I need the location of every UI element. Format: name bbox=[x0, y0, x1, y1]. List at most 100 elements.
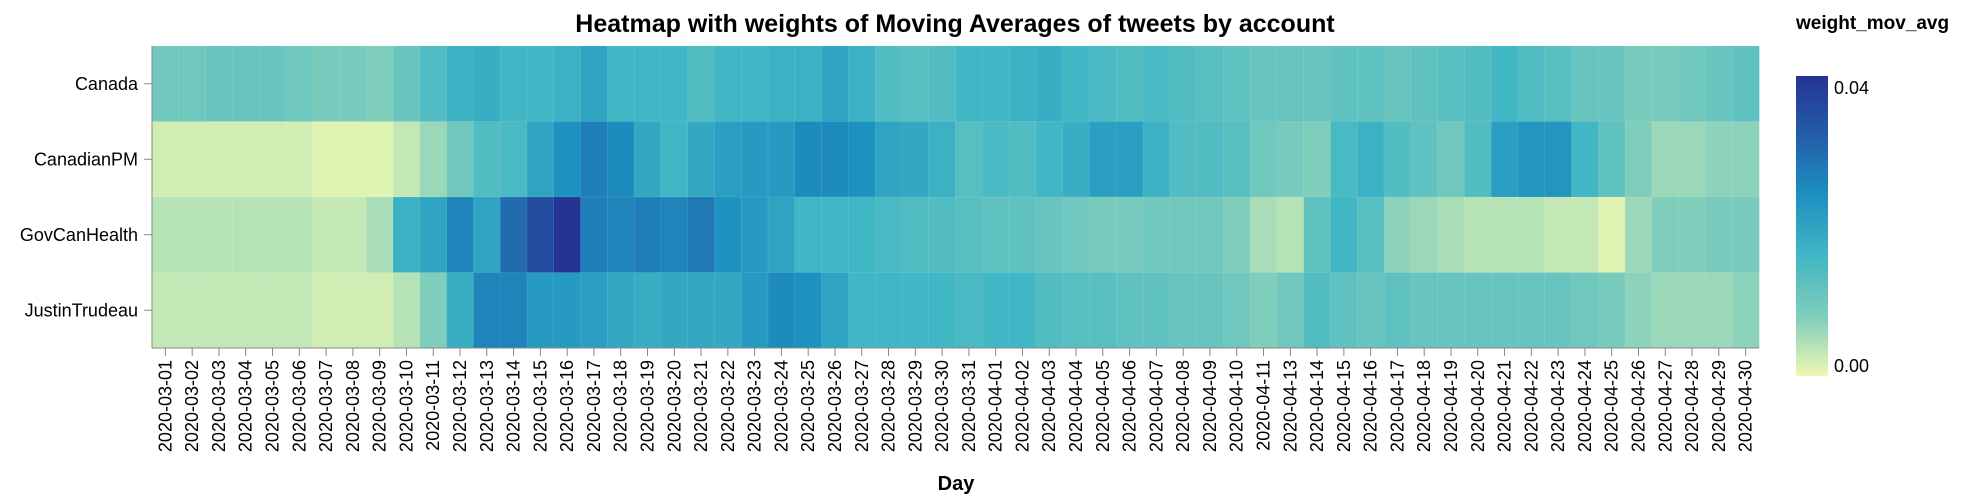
heatmap-cell bbox=[1249, 272, 1278, 349]
heatmap-cell bbox=[1383, 196, 1412, 274]
heatmap-cell bbox=[1357, 45, 1385, 123]
heatmap-cell bbox=[874, 196, 903, 274]
heatmap-cell bbox=[1008, 121, 1037, 198]
heatmap-cell bbox=[714, 196, 742, 274]
heatmap-cell bbox=[1464, 196, 1492, 274]
heatmap-cell bbox=[1383, 272, 1412, 349]
heatmap-cell bbox=[1115, 121, 1144, 198]
heatmap-cell bbox=[1571, 121, 1599, 198]
heatmap-cell bbox=[767, 272, 796, 349]
heatmap-cell bbox=[1169, 272, 1198, 349]
heatmap-cell bbox=[1598, 45, 1626, 123]
x-axis: 2020-03-01 2020-03-02 2020-03-03 2020-03-04… bbox=[152, 347, 1759, 452]
heatmap-cell bbox=[740, 121, 769, 198]
heatmap-cell bbox=[419, 45, 448, 123]
y-tick-label: JustinTrudeau bbox=[25, 300, 138, 320]
heatmap-cell bbox=[1651, 196, 1680, 274]
x-tick-label: 2020-04-21 bbox=[1495, 360, 1515, 452]
heatmap-cell bbox=[1142, 272, 1171, 349]
heatmap-cell bbox=[1330, 196, 1358, 274]
x-tick-label: 2020-04-23 bbox=[1548, 360, 1568, 452]
heatmap-cell bbox=[1035, 121, 1064, 198]
heatmap-cell bbox=[1544, 45, 1573, 123]
heatmap-cell bbox=[1062, 272, 1091, 349]
heatmap-cell bbox=[258, 45, 287, 123]
heatmap-cell bbox=[1437, 196, 1466, 274]
x-tick-label: 2020-04-28 bbox=[1682, 360, 1702, 452]
heatmap-cell bbox=[1490, 272, 1519, 349]
heatmap-cell bbox=[1276, 45, 1305, 123]
heatmap-cell bbox=[928, 196, 957, 274]
heatmap-cell bbox=[366, 121, 394, 198]
heatmap-cell bbox=[1651, 121, 1680, 198]
x-tick-label: 2020-03-03 bbox=[209, 360, 229, 452]
heatmap-cell bbox=[848, 272, 876, 349]
heatmap-cell bbox=[1035, 45, 1064, 123]
heatmap-cell bbox=[1223, 121, 1251, 198]
heatmap-cell bbox=[848, 121, 876, 198]
heatmap-cell bbox=[285, 121, 314, 198]
heatmap-cell bbox=[1651, 45, 1680, 123]
heatmap-cell bbox=[366, 45, 394, 123]
x-tick-label: 2020-04-30 bbox=[1736, 360, 1756, 452]
legend-min-label: 0.00 bbox=[1834, 356, 1869, 376]
heatmap-cell bbox=[1705, 45, 1733, 123]
x-tick-label: 2020-03-11 bbox=[423, 360, 443, 451]
x-tick-label: 2020-04-29 bbox=[1709, 360, 1729, 452]
x-tick-label: 2020-04-27 bbox=[1655, 360, 1675, 452]
heatmap-cell bbox=[1196, 45, 1224, 123]
x-tick-label: 2020-04-25 bbox=[1602, 360, 1622, 452]
heatmap-cell bbox=[1598, 272, 1626, 349]
x-tick-label: 2020-03-04 bbox=[236, 360, 256, 452]
heatmap-cell bbox=[982, 272, 1010, 349]
heatmap-cell bbox=[178, 45, 207, 123]
heatmap-cell bbox=[1383, 121, 1412, 198]
heatmap-cell bbox=[714, 272, 742, 349]
heatmap-cell bbox=[232, 272, 260, 349]
heatmap-cell bbox=[526, 45, 555, 123]
heatmap-cell bbox=[205, 45, 233, 123]
heatmap-cell bbox=[928, 272, 957, 349]
heatmap-cell bbox=[1089, 272, 1117, 349]
heatmap-cell bbox=[205, 196, 233, 274]
heatmap-cell bbox=[607, 45, 635, 123]
heatmap-cell bbox=[821, 45, 850, 123]
x-tick-label: 2020-04-26 bbox=[1628, 360, 1648, 452]
heatmap-cell bbox=[178, 272, 207, 349]
heatmap-cell bbox=[580, 121, 608, 198]
heatmap-cell bbox=[1678, 121, 1707, 198]
heatmap-cell bbox=[1223, 45, 1251, 123]
heatmap-cell bbox=[1544, 272, 1573, 349]
heatmap-cell bbox=[1731, 196, 1760, 274]
heatmap-cell bbox=[1731, 45, 1760, 123]
heatmap-cell bbox=[901, 45, 930, 123]
heatmap-cell bbox=[1705, 121, 1733, 198]
heatmap-cell bbox=[178, 121, 207, 198]
x-tick-label: 2020-03-31 bbox=[959, 360, 979, 452]
heatmap-cell bbox=[526, 196, 555, 274]
heatmap-cell bbox=[526, 121, 555, 198]
heatmap-cell bbox=[740, 45, 769, 123]
heatmap-cell bbox=[1464, 121, 1492, 198]
heatmap-cell bbox=[446, 45, 475, 123]
heatmap-cell bbox=[1464, 45, 1492, 123]
heatmap-cell bbox=[633, 272, 662, 349]
x-tick-label: 2020-03-15 bbox=[530, 360, 550, 452]
heatmap-cell bbox=[1330, 45, 1358, 123]
heatmap-cell bbox=[205, 272, 233, 349]
x-tick-label: 2020-03-07 bbox=[316, 360, 336, 452]
heatmap-cell bbox=[392, 121, 421, 198]
heatmap-cell bbox=[794, 121, 823, 198]
x-tick-label: 2020-03-13 bbox=[477, 360, 497, 452]
heatmap-cell bbox=[1303, 45, 1332, 123]
heatmap-cell bbox=[312, 45, 341, 123]
heatmap-cell bbox=[312, 196, 341, 274]
heatmap-cell bbox=[1008, 196, 1037, 274]
x-tick-label: 2020-03-30 bbox=[932, 360, 952, 452]
heatmap-cell bbox=[1276, 121, 1305, 198]
heatmap-cell bbox=[955, 196, 983, 274]
heatmap-cell bbox=[821, 121, 850, 198]
x-tick-label: 2020-03-23 bbox=[745, 360, 765, 452]
heatmap-cell bbox=[1223, 272, 1251, 349]
